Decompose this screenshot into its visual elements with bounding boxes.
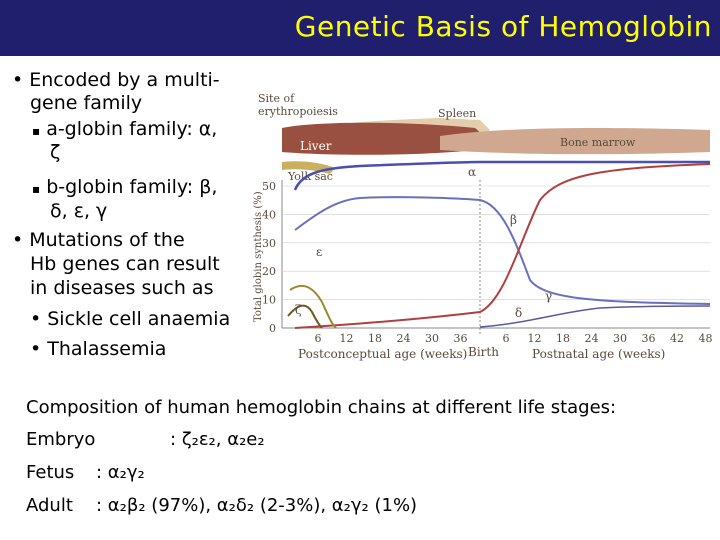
x-tick-label: 18	[368, 332, 382, 345]
x-tick-label: 36	[642, 332, 656, 345]
x-axis-label-pre: Postconceptual age (weeks)	[298, 347, 467, 361]
slide-title: Genetic Basis of Hemoglobin	[294, 10, 712, 43]
alpha-curve	[293, 160, 710, 191]
site-label-line-2: erythropoiesis	[258, 105, 338, 118]
subbullet-alpha: ▪ a-globin family: α,	[32, 118, 218, 140]
yolk-sac-label: Yolk sac	[287, 170, 333, 183]
adult-values: : α₂β₂ (97%), α₂δ₂ (2-3%), α₂γ₂ (1%)	[96, 495, 418, 516]
delta-label: δ	[515, 306, 522, 320]
x-tick-label: 48	[699, 332, 713, 345]
y-tick-label: 0	[269, 322, 276, 335]
y-tick-label: 20	[262, 265, 276, 278]
beta-label: β	[510, 213, 517, 227]
delta-curve	[479, 305, 711, 328]
y-tick-label: 30	[262, 237, 276, 250]
embryo-label: Embryo	[26, 429, 96, 450]
composition-heading: Composition of human hemoglobin chains a…	[26, 397, 617, 418]
adult-label: Adult	[26, 495, 73, 516]
gamma-curve	[294, 196, 711, 305]
site-label-line-1: Site of	[258, 92, 295, 105]
x-axis-label-post: Postnatal age (weeks)	[532, 347, 665, 361]
subbullet-beta-cont: δ, ε, γ	[50, 200, 108, 222]
zeta-label: ζ	[295, 303, 302, 317]
gamma-label: γ	[545, 289, 552, 303]
title-bar: Genetic Basis of Hemoglobin	[0, 0, 720, 56]
x-tick-label: 30	[613, 332, 627, 345]
epsilon-label: ε	[316, 245, 322, 259]
bone-marrow-band	[440, 128, 710, 155]
zeta-curve	[287, 304, 323, 329]
bullet-1-line-1: • Encoded by a multi-	[12, 69, 220, 91]
bone-marrow-label: Bone marrow	[560, 136, 636, 149]
bullet-2-line-1: • Mutations of the	[12, 229, 185, 251]
epsilon-curve	[289, 284, 337, 329]
x-tick-label: 42	[670, 332, 684, 345]
birth-label: Birth	[468, 345, 499, 359]
fetus-label: Fetus	[26, 462, 75, 483]
x-tick-label: 12	[528, 332, 542, 345]
site-label: Site of erythropoiesis	[258, 92, 338, 118]
globin-synthesis-figure: Site of erythropoiesis Liver Spleen Bone…	[253, 92, 713, 361]
liver-label: Liver	[300, 139, 332, 153]
liver-band	[282, 122, 483, 155]
x-tick-labels: 6 12 18 24 30 36 6 12 18 24 30 36 42 48	[315, 332, 713, 345]
beta-curve	[294, 163, 711, 329]
bullet-1-line-2: gene family	[30, 92, 143, 114]
x-tick-label: 12	[340, 332, 354, 345]
x-tick-label: 24	[397, 332, 411, 345]
bullet-2-line-2: Hb genes can result	[30, 253, 220, 275]
y-tick-label: 50	[262, 180, 276, 193]
y-tick-label: 40	[262, 208, 276, 221]
embryo-values: : ζ₂ε₂, α₂e₂	[170, 429, 265, 450]
x-tick-label: 6	[315, 332, 322, 345]
x-tick-label: 6	[503, 332, 510, 345]
subbullet-beta: ▪ b-globin family: β,	[32, 176, 218, 198]
bullet-2-line-3: in diseases such as	[30, 277, 214, 299]
subbullet-sickle-cell: • Sickle cell anaemia	[30, 308, 231, 330]
y-tick-labels: 0 10 20 30 40 50	[262, 180, 276, 335]
fetus-values: : α₂γ₂	[96, 462, 145, 483]
spleen-label: Spleen	[438, 107, 476, 120]
x-tick-label: 30	[425, 332, 439, 345]
gridlines	[282, 185, 710, 300]
x-tick-label: 36	[454, 332, 468, 345]
x-tick-label: 18	[556, 332, 570, 345]
y-tick-label: 10	[262, 294, 276, 307]
subbullet-alpha-cont: ζ	[50, 141, 61, 163]
subbullet-thalassemia: • Thalassemia	[30, 338, 167, 360]
alpha-label: α	[468, 165, 476, 179]
y-axis-label: Total globin synthesis (%)	[253, 191, 264, 322]
x-tick-label: 24	[585, 332, 599, 345]
